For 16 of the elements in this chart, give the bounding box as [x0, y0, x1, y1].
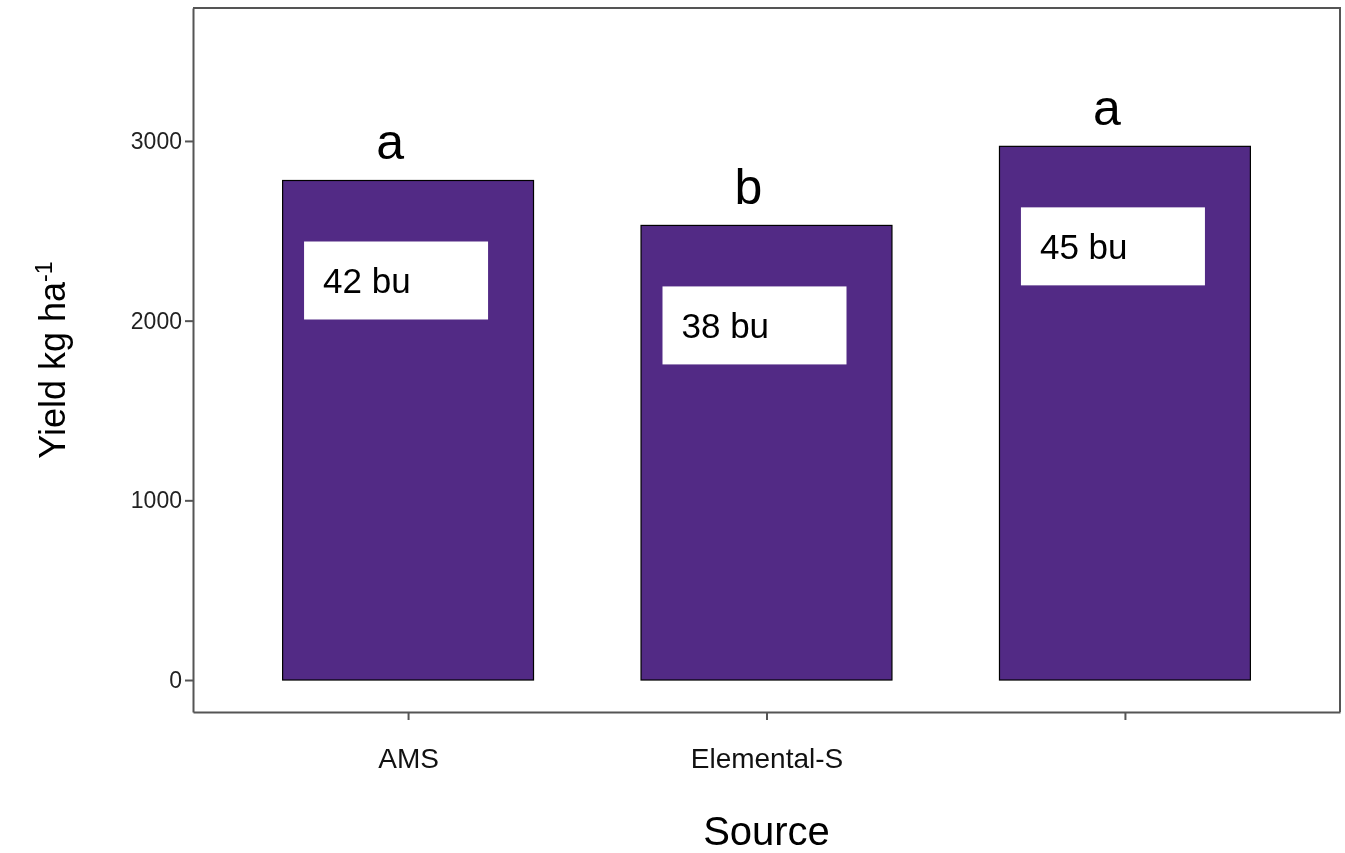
bar: [998, 145, 1251, 681]
y-tick-label: 3000: [130, 127, 182, 154]
annotation: a: [376, 114, 405, 171]
x-axis-title: Source: [703, 809, 830, 853]
y-tick-label: 2000: [130, 307, 182, 334]
annotation: a: [1093, 80, 1122, 137]
x-tick-label: Elemental-S: [690, 742, 844, 774]
annotation: 45 bu: [1039, 226, 1128, 266]
y-tick-label: 0: [169, 666, 182, 693]
bar: [282, 179, 535, 681]
annotation: 38 bu: [681, 305, 770, 345]
x-tick-label: AMS: [378, 742, 439, 774]
bar: [640, 224, 893, 681]
annotation: 42 bu: [323, 261, 411, 300]
annotation: b: [734, 159, 763, 216]
y-tick-label: 1000: [130, 487, 182, 514]
